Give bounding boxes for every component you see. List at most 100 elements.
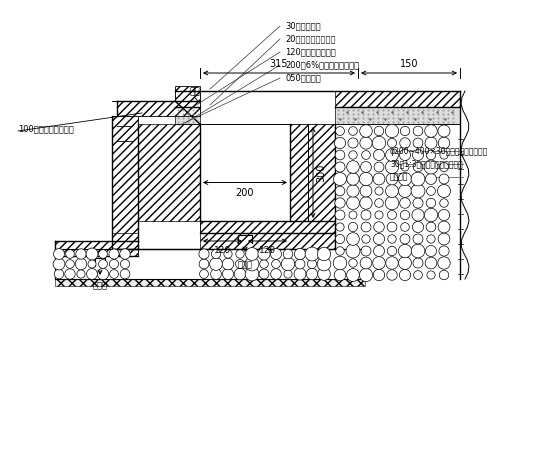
Circle shape xyxy=(399,269,410,281)
Circle shape xyxy=(413,138,423,148)
Circle shape xyxy=(438,257,450,269)
Bar xyxy=(138,124,200,221)
Circle shape xyxy=(374,245,385,257)
Circle shape xyxy=(99,260,108,268)
Circle shape xyxy=(347,233,360,245)
Text: φ200~400×30深灰色荔枝面花岗岩: φ200~400×30深灰色荔枝面花岗岩 xyxy=(390,146,488,155)
Circle shape xyxy=(386,257,398,269)
Circle shape xyxy=(411,244,425,258)
Circle shape xyxy=(334,269,346,281)
Circle shape xyxy=(318,268,330,280)
Circle shape xyxy=(440,162,449,171)
Circle shape xyxy=(270,268,281,279)
Text: 200: 200 xyxy=(236,188,254,198)
Circle shape xyxy=(387,270,397,280)
Circle shape xyxy=(306,268,318,280)
Circle shape xyxy=(212,250,221,259)
Circle shape xyxy=(54,249,64,260)
Circle shape xyxy=(398,172,412,186)
Circle shape xyxy=(236,260,245,268)
Circle shape xyxy=(438,221,450,233)
Circle shape xyxy=(360,172,372,186)
Circle shape xyxy=(373,257,385,269)
Circle shape xyxy=(386,185,398,197)
Circle shape xyxy=(439,270,449,280)
Circle shape xyxy=(335,186,345,196)
Circle shape xyxy=(347,161,360,173)
Circle shape xyxy=(413,221,423,233)
Circle shape xyxy=(246,248,258,260)
Circle shape xyxy=(374,162,384,172)
Polygon shape xyxy=(117,86,200,116)
Circle shape xyxy=(209,258,222,270)
Text: 盖板: 盖板 xyxy=(190,87,200,96)
Circle shape xyxy=(425,257,437,269)
Circle shape xyxy=(349,259,357,267)
Circle shape xyxy=(399,149,410,161)
Circle shape xyxy=(388,211,396,219)
Circle shape xyxy=(307,260,316,268)
Circle shape xyxy=(385,124,399,138)
Circle shape xyxy=(411,172,425,186)
Circle shape xyxy=(400,211,410,219)
Circle shape xyxy=(413,258,423,268)
Circle shape xyxy=(349,127,357,135)
Bar xyxy=(200,233,335,249)
Circle shape xyxy=(374,149,385,161)
Circle shape xyxy=(88,260,96,268)
Circle shape xyxy=(388,235,396,243)
Circle shape xyxy=(335,210,345,220)
Circle shape xyxy=(348,222,358,232)
Circle shape xyxy=(425,137,437,149)
Circle shape xyxy=(295,248,306,260)
Circle shape xyxy=(336,223,344,231)
Text: 120: 120 xyxy=(214,246,231,255)
Circle shape xyxy=(236,250,244,258)
Circle shape xyxy=(318,247,331,260)
Circle shape xyxy=(438,233,450,245)
Circle shape xyxy=(385,196,399,210)
Circle shape xyxy=(234,268,246,280)
Bar xyxy=(335,91,460,107)
Circle shape xyxy=(413,126,423,136)
Circle shape xyxy=(346,244,360,258)
Circle shape xyxy=(386,173,398,185)
Circle shape xyxy=(211,268,221,279)
Circle shape xyxy=(387,222,397,232)
Circle shape xyxy=(283,249,293,259)
Circle shape xyxy=(54,269,64,279)
Circle shape xyxy=(426,245,436,257)
Circle shape xyxy=(347,173,359,185)
Circle shape xyxy=(317,257,331,271)
Circle shape xyxy=(335,198,345,208)
Text: 150: 150 xyxy=(400,59,418,69)
Circle shape xyxy=(413,149,423,161)
Bar xyxy=(200,221,335,233)
Circle shape xyxy=(222,268,234,280)
Circle shape xyxy=(400,234,410,244)
Circle shape xyxy=(120,269,130,279)
Circle shape xyxy=(66,250,74,258)
Circle shape xyxy=(65,269,75,279)
Circle shape xyxy=(388,246,396,256)
Circle shape xyxy=(386,148,398,162)
Circle shape xyxy=(110,269,118,278)
Text: 300: 300 xyxy=(316,163,326,182)
Circle shape xyxy=(424,208,438,222)
Circle shape xyxy=(374,222,384,232)
Circle shape xyxy=(360,137,372,149)
Circle shape xyxy=(385,161,399,174)
Circle shape xyxy=(361,222,371,232)
Circle shape xyxy=(440,199,448,207)
Bar xyxy=(175,107,200,124)
Bar xyxy=(112,116,138,249)
Circle shape xyxy=(245,257,259,271)
Circle shape xyxy=(438,125,450,137)
Circle shape xyxy=(413,198,423,208)
Circle shape xyxy=(245,267,259,281)
Circle shape xyxy=(375,199,384,207)
Text: 120: 120 xyxy=(259,246,276,255)
Circle shape xyxy=(86,248,98,260)
Circle shape xyxy=(347,196,360,210)
Text: 30厚钢楔架手: 30厚钢楔架手 xyxy=(285,22,321,31)
